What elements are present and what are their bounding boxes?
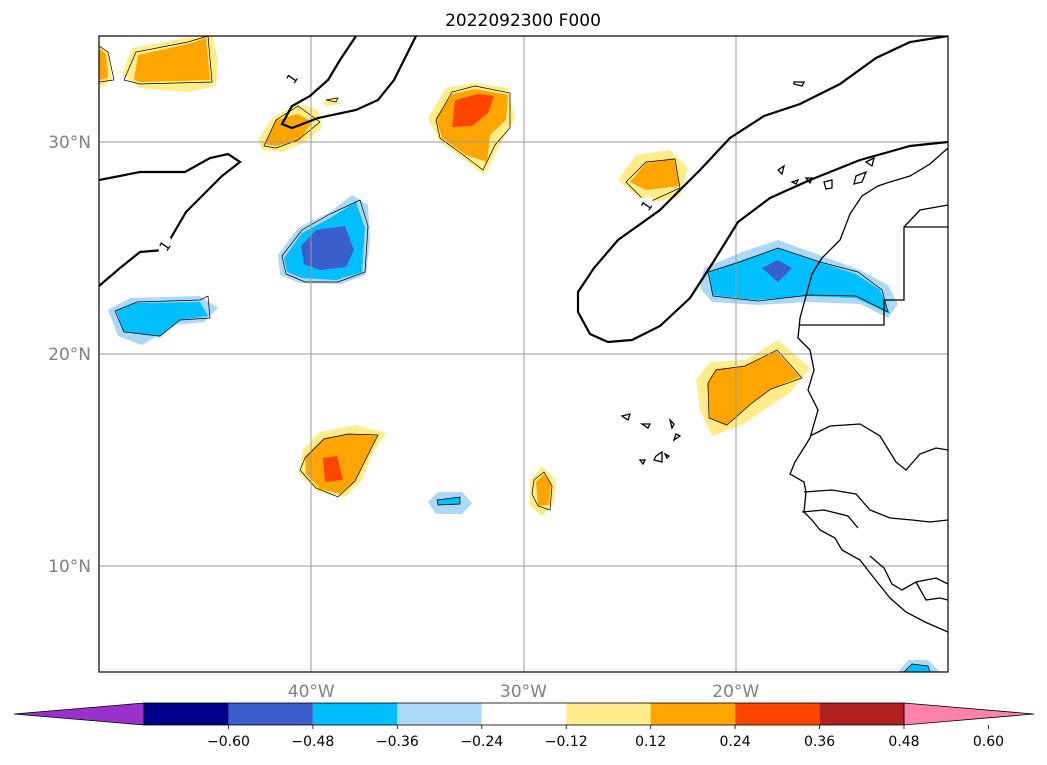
contour-line-north [280, 36, 417, 130]
colorbar-tick-label: −0.24 [460, 734, 503, 750]
colorbar: −0.60 −0.48 −0.36 −0.24 −0.12 0.12 0.24 0.36 0.4… [13, 702, 1035, 750]
contour-lines [99, 36, 948, 344]
colorbar-outline [143, 702, 905, 726]
colorbar-tick-label: 0.12 [635, 734, 666, 750]
coastlines [620, 81, 948, 633]
negative-anomaly-blob [898, 660, 940, 672]
positive-anomaly-blob [299, 425, 386, 498]
cape-verde-islands [620, 413, 682, 466]
negative-anomaly-blob [108, 295, 218, 345]
canary-islands [776, 156, 875, 190]
madeira-islands [793, 81, 806, 87]
contour-label-bg [286, 70, 299, 87]
colorbar-swatch [650, 703, 736, 725]
positive-anomaly-blob [99, 36, 218, 92]
colorbar-swatch [735, 703, 820, 725]
positive-anomaly-blob [618, 150, 688, 204]
lon-tick-label: 20°W [712, 682, 759, 702]
africa-borders [800, 204, 948, 601]
colorbar-tick-label: 0.60 [973, 734, 1004, 750]
anomaly-shading [99, 36, 940, 672]
colorbar-swatch [312, 703, 398, 725]
negative-anomaly-blob [428, 492, 472, 514]
lat-tick-label: 10°N [48, 557, 91, 577]
colorbar-tick-label: −0.60 [207, 734, 250, 750]
colorbar-swatch [144, 703, 229, 725]
colorbar-swatch [819, 703, 904, 725]
colorbar-tick-label: 0.24 [720, 734, 751, 750]
africa-coastline [789, 147, 948, 633]
contour-line-east [576, 36, 948, 344]
lon-tick-label: 30°W [500, 682, 547, 702]
positive-anomaly-blob [530, 466, 556, 516]
colorbar-tick-label: 0.36 [804, 734, 835, 750]
colorbar-extend-low [13, 702, 145, 726]
colorbar-tick-label: −0.12 [545, 734, 588, 750]
lat-tick-label: 30°N [48, 133, 91, 153]
map-panel: 111 [99, 36, 948, 672]
contour-labels: 111 [157, 70, 657, 255]
lon-tick-label: 40°W [288, 682, 335, 702]
colorbar-swatch [228, 703, 313, 725]
lat-tick-label: 20°N [48, 345, 91, 365]
negative-anomaly-blob [700, 240, 898, 318]
colorbar-swatch [481, 703, 567, 725]
colorbar-tick-label: −0.36 [376, 734, 419, 750]
contour-line-west [99, 152, 242, 287]
colorbar-tick-label: 0.48 [888, 734, 919, 750]
colorbar-tick-label: −0.48 [291, 734, 334, 750]
colorbar-swatch [397, 703, 482, 725]
positive-anomaly-blob [696, 340, 810, 436]
longitude-tick-labels: 40°W 30°W 20°W [288, 682, 760, 702]
contour-label-bg [158, 237, 171, 254]
negative-anomaly-blob [278, 195, 370, 284]
map-frame [98, 35, 949, 673]
colorbar-extend-high [903, 702, 1035, 726]
positive-anomaly-blob [428, 83, 515, 175]
latitude-tick-labels: 30°N 20°N 10°N [48, 133, 91, 577]
colorbar-swatch [566, 703, 651, 725]
gridlines [99, 36, 948, 672]
map-title: 2022092300 F000 [445, 11, 601, 31]
contour-label-bg [640, 197, 653, 214]
